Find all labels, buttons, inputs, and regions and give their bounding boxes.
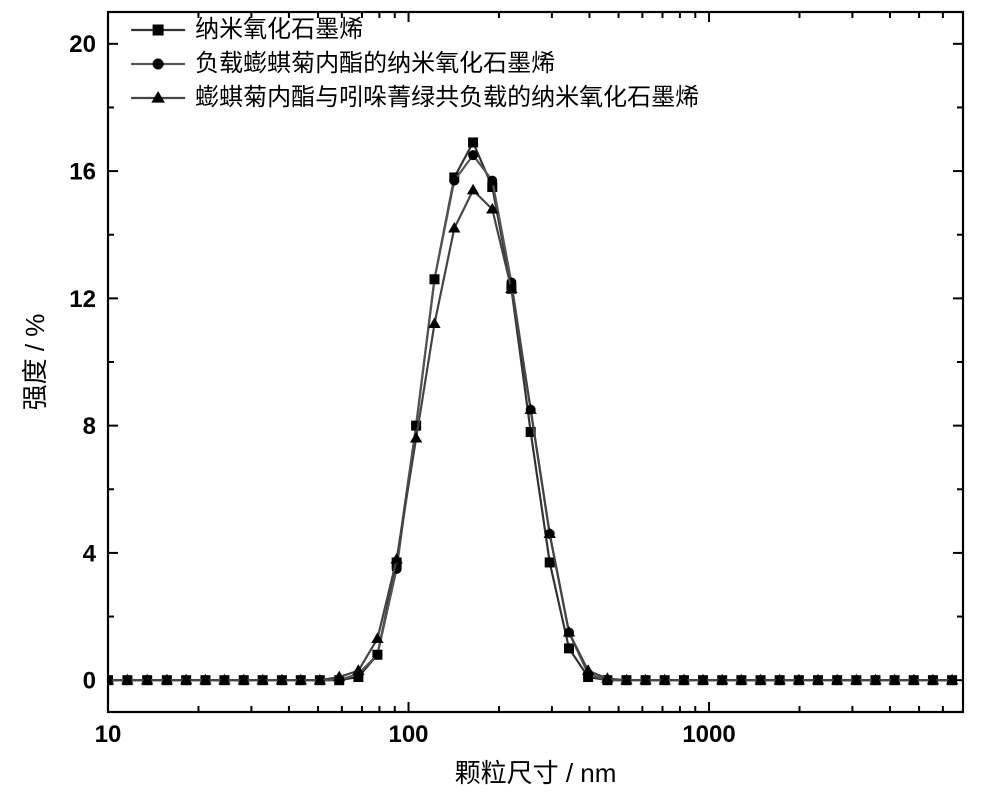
- particle-size-chart: 10 100 1000 颗粒尺寸 / nm 0 4 8 12 16 20 强度 / % 纳米氧化石墨烯…: [0, 0, 1000, 809]
- y-tick-label: 8: [83, 413, 96, 440]
- y-tick-label: 16: [69, 158, 96, 185]
- x-tick-label: 10: [95, 721, 122, 748]
- y-tick-label: 12: [69, 286, 96, 313]
- legend-label-s1: 纳米氧化石墨烯: [195, 16, 363, 43]
- legend-label-s2: 负载蟛蜞菊内酯的纳米氧化石墨烯: [195, 50, 555, 77]
- y-tick-label: 20: [69, 31, 96, 58]
- y-tick-label: 0: [83, 668, 96, 695]
- x-tick-label: 100: [388, 721, 428, 748]
- chart-container: 10 100 1000 颗粒尺寸 / nm 0 4 8 12 16 20 强度 / % 纳米氧化石墨烯…: [0, 0, 1000, 809]
- y-tick-label: 4: [83, 540, 97, 567]
- legend-label-s3: 蟛蜞菊内酯与吲哚菁绿共负载的纳米氧化石墨烯: [195, 84, 699, 111]
- x-axis-label: 颗粒尺寸 / nm: [455, 758, 617, 788]
- x-tick-label: 1000: [682, 721, 735, 748]
- y-axis-label: 强度 / %: [20, 314, 50, 411]
